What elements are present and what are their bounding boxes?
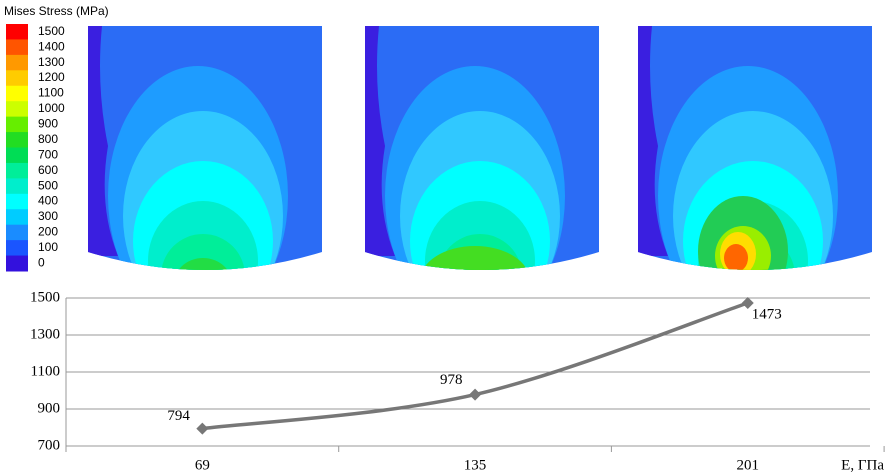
colorbar-swatch xyxy=(6,116,28,133)
marker xyxy=(469,388,482,401)
data-label: 794 xyxy=(167,408,190,424)
line-chart: 700 900 1100 1300 1500 69 135 201 E, ГПа 794 978 14… xyxy=(30,289,885,473)
data-label: 1473 xyxy=(752,306,782,322)
marker xyxy=(741,296,754,309)
colorbar-title: Mises Stress (MPa) xyxy=(4,4,109,18)
y-tick-label: 1300 xyxy=(30,326,60,342)
colorbar-label: 900 xyxy=(38,117,58,131)
x-tick-label: 69 xyxy=(195,457,210,473)
colorbar-label: 1200 xyxy=(38,70,65,84)
data-label: 978 xyxy=(440,372,463,388)
colorbar-label: 400 xyxy=(38,194,58,208)
colorbar: Mises Stress (MPa) 150014001300120011001… xyxy=(4,4,109,272)
colorbar-label: 300 xyxy=(38,209,58,223)
contour-panel xyxy=(638,26,872,270)
colorbar-swatch xyxy=(6,224,28,241)
x-tick-label: 135 xyxy=(464,457,487,473)
contour-panel xyxy=(88,26,322,270)
y-tick-label: 700 xyxy=(38,437,61,453)
x-axis-label: E, ГПа xyxy=(841,457,884,473)
colorbar-label: 500 xyxy=(38,178,58,192)
colorbar-label: 1500 xyxy=(38,24,65,38)
colorbar-label: 1000 xyxy=(38,101,65,115)
colorbar-swatch xyxy=(6,193,28,210)
colorbar-swatch xyxy=(6,147,28,164)
colorbar-swatch xyxy=(6,209,28,226)
colorbar-label: 800 xyxy=(38,132,58,146)
colorbar-swatch xyxy=(6,85,28,102)
colorbar-swatch xyxy=(6,24,28,40)
x-tick-label: 201 xyxy=(737,457,760,473)
colorbar-label: 600 xyxy=(38,163,58,177)
colorbar-label: 1100 xyxy=(38,86,64,100)
colorbar-label: 1400 xyxy=(38,39,65,53)
colorbar-label: 700 xyxy=(38,147,58,161)
colorbar-label: 100 xyxy=(38,240,58,254)
colorbar-swatch xyxy=(6,54,28,71)
colorbar-swatch xyxy=(6,240,28,257)
marker xyxy=(196,422,209,435)
colorbar-swatch xyxy=(6,39,28,56)
contour-panel xyxy=(365,26,599,270)
colorbar-swatch xyxy=(6,101,28,118)
y-tick-label: 900 xyxy=(38,400,61,416)
colorbar-swatch xyxy=(6,162,28,179)
colorbar-swatch xyxy=(6,132,28,148)
line xyxy=(202,301,749,431)
colorbar-label: 1300 xyxy=(38,55,65,69)
colorbar-swatch xyxy=(6,70,28,87)
colorbar-swatch xyxy=(6,178,28,195)
colorbar-swatch xyxy=(6,255,28,272)
y-tick-label: 1500 xyxy=(30,289,60,305)
colorbar-label: 0 xyxy=(38,255,45,269)
colorbar-label: 200 xyxy=(38,225,58,239)
y-tick-label: 1100 xyxy=(31,363,60,379)
